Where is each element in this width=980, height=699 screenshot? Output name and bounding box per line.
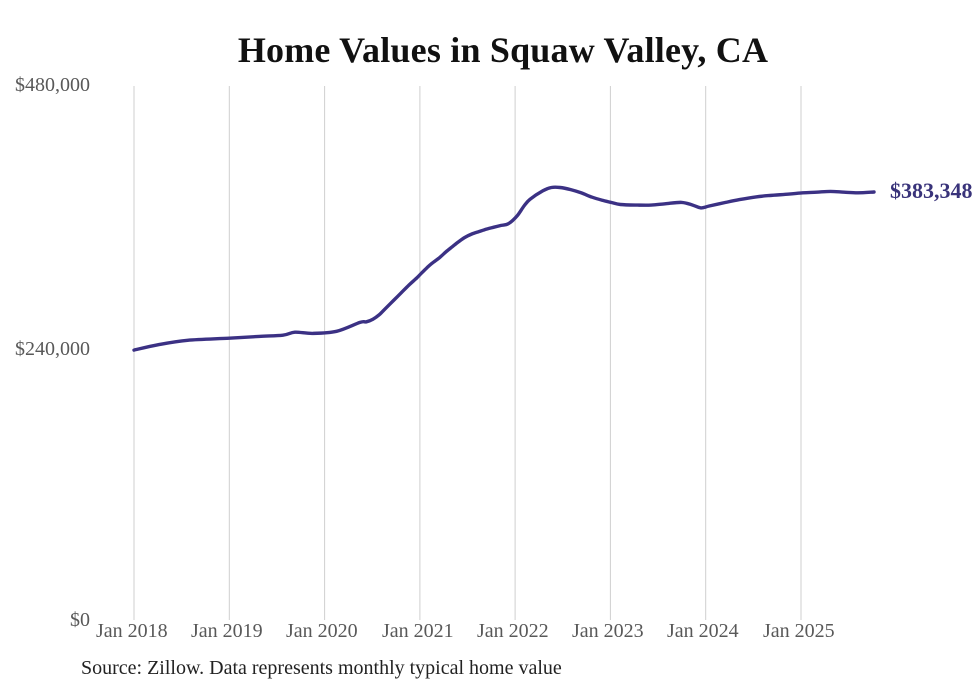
svg-text:Jan 2025: Jan 2025 xyxy=(763,620,835,642)
svg-text:Jan 2018: Jan 2018 xyxy=(96,620,168,642)
svg-text:Jan 2022: Jan 2022 xyxy=(477,620,549,642)
svg-text:$0: $0 xyxy=(70,609,90,631)
svg-text:$383,348: $383,348 xyxy=(890,178,973,203)
svg-text:Jan 2023: Jan 2023 xyxy=(572,620,644,642)
svg-text:Jan 2020: Jan 2020 xyxy=(286,620,358,642)
svg-text:Jan 2019: Jan 2019 xyxy=(191,620,263,642)
svg-text:Jan 2021: Jan 2021 xyxy=(382,620,454,642)
svg-text:$480,000: $480,000 xyxy=(15,74,90,96)
svg-text:Jan 2024: Jan 2024 xyxy=(667,620,739,642)
svg-text:$240,000: $240,000 xyxy=(15,338,90,360)
